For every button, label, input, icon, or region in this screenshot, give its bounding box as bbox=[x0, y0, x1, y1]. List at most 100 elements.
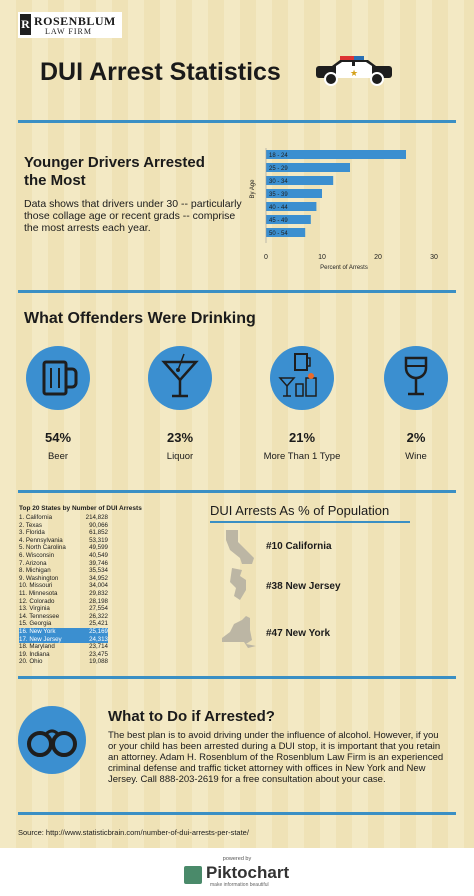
drink-item-wine: 2% Wine bbox=[366, 346, 466, 462]
state-name: 9. Washington bbox=[19, 574, 59, 582]
state-row: 11. Minnesota 29,832 bbox=[19, 590, 191, 598]
drink-pct: 54% bbox=[44, 430, 72, 445]
bar-50-54 bbox=[266, 228, 306, 237]
mixed-drinks-icon bbox=[278, 353, 317, 397]
state-name: 7. Arizona bbox=[19, 559, 47, 567]
state-arrest-count: 34,952 bbox=[89, 574, 108, 582]
population-section-title: DUI Arrests As % of Population bbox=[210, 503, 390, 518]
state-arrest-count: 35,534 bbox=[89, 567, 108, 575]
drink-label: Beer bbox=[47, 451, 69, 462]
bar-45-49 bbox=[266, 215, 311, 224]
divider bbox=[210, 521, 410, 523]
beer-circle bbox=[26, 346, 90, 410]
svg-text:★: ★ bbox=[350, 68, 358, 78]
state-name: 11. Minnesota bbox=[19, 589, 58, 597]
state-row: 1. California 214,828 bbox=[19, 514, 191, 522]
state-arrest-count: 26,322 bbox=[89, 612, 108, 620]
state-arrest-count: 40,549 bbox=[89, 551, 108, 559]
x-tick-label: 30 bbox=[430, 254, 438, 261]
handcuffs-icon bbox=[27, 729, 77, 757]
population-rank-new-jersey: #38 New Jersey bbox=[266, 581, 341, 592]
state-arrest-count: 49,599 bbox=[89, 544, 108, 552]
bar-category-label: 25 - 29 bbox=[269, 166, 288, 172]
states-list: 1. California 214,828 2. Texas 90,066 3. Flo… bbox=[19, 514, 191, 666]
state-arrest-count: 29,832 bbox=[89, 589, 108, 597]
state-arrest-count: 25,169 bbox=[89, 627, 108, 635]
state-row: 3. Florida 61,852 bbox=[19, 529, 191, 537]
state-arrest-count: 25,421 bbox=[89, 620, 108, 628]
state-name: 8. Michigan bbox=[19, 567, 51, 575]
state-row: 4. Pennsylvania 53,319 bbox=[19, 537, 191, 545]
x-tick-label: 0 bbox=[264, 254, 268, 261]
state-name: 15. Georgia bbox=[19, 620, 52, 628]
bar-category-label: 35 - 39 bbox=[269, 192, 288, 198]
cocktail-glass-icon bbox=[161, 353, 199, 398]
x-tick-label: 20 bbox=[374, 254, 382, 261]
footer bbox=[0, 848, 474, 896]
state-arrest-count: 23,475 bbox=[89, 650, 108, 658]
divider bbox=[18, 490, 456, 493]
age-bar-chart: 18 - 24 25 - 29 30 - 34 35 - 39 40 - 44 45 - … bbox=[250, 148, 438, 271]
x-tick-label: 10 bbox=[318, 254, 326, 261]
bar-category-label: 45 - 49 bbox=[269, 218, 288, 224]
piktochart-tagline: make information beautiful bbox=[210, 882, 269, 888]
california-map-icon bbox=[226, 530, 254, 564]
firm-name-line2: LAW FIRM bbox=[45, 27, 92, 36]
state-name: 17. New Jersey bbox=[19, 635, 62, 643]
police-car-icon: ★ bbox=[316, 56, 392, 86]
state-row: 18. Maryland 23,714 bbox=[19, 643, 191, 651]
states-list-title: Top 20 States by Number of DUI Arrests bbox=[19, 505, 142, 512]
state-name: 6. Wisconsin bbox=[19, 551, 55, 559]
bar-25-29 bbox=[266, 163, 350, 172]
state-arrest-count: 214,828 bbox=[85, 514, 108, 521]
firm-name-line1: ROSENBLUM bbox=[34, 14, 116, 28]
state-row: 19. Indiana 23,475 bbox=[19, 651, 191, 659]
drink-label: Liquor bbox=[166, 451, 194, 462]
mixed-circle bbox=[270, 346, 334, 410]
liquor-circle bbox=[148, 346, 212, 410]
age-section-body: Data shows that drivers under 30 -- part… bbox=[24, 198, 242, 234]
state-row: 8. Michigan 35,534 bbox=[19, 567, 191, 575]
state-row: 16. New York 25,169 bbox=[19, 627, 108, 636]
wine-glass-icon bbox=[404, 356, 428, 396]
source-citation: Source: http://www.statisticbrain.com/nu… bbox=[18, 828, 249, 837]
state-name: 12. Colorado bbox=[19, 597, 55, 605]
state-name: 18. Maryland bbox=[19, 643, 55, 651]
piktochart-brand: Piktochart bbox=[206, 863, 290, 882]
bar-category-label: 18 - 24 bbox=[269, 153, 288, 159]
page-title: DUI Arrest Statistics bbox=[40, 58, 281, 86]
state-name: 10. Missouri bbox=[19, 582, 53, 590]
state-name: 20. Ohio bbox=[19, 658, 43, 666]
powered-by-label: powered by bbox=[222, 856, 252, 862]
state-name: 14. Tennessee bbox=[19, 612, 60, 620]
drink-pct: 23% bbox=[166, 430, 194, 445]
divider bbox=[18, 676, 456, 679]
state-name: 1. California bbox=[19, 514, 53, 521]
age-section-title: Younger Drivers Arrested the Most bbox=[24, 154, 205, 189]
drink-pct: 2% bbox=[406, 430, 426, 445]
divider bbox=[18, 812, 456, 815]
new-york-map-icon bbox=[222, 616, 256, 648]
logo-r-mark: R bbox=[20, 14, 31, 35]
population-rank-california: #10 California bbox=[266, 541, 332, 552]
state-name: 13. Virginia bbox=[19, 605, 50, 613]
drink-label: Wine bbox=[405, 451, 427, 462]
state-arrest-count: 28,198 bbox=[89, 597, 108, 605]
state-name: 16. New York bbox=[19, 627, 56, 635]
drinking-section-title: What Offenders Were Drinking bbox=[24, 310, 256, 327]
state-arrest-count: 23,714 bbox=[89, 643, 108, 651]
wine-circle bbox=[384, 346, 448, 410]
state-row: 13. Virginia 27,554 bbox=[19, 605, 191, 613]
state-row: 9. Washington 34,952 bbox=[19, 575, 191, 583]
drink-label: More Than 1 Type bbox=[263, 451, 341, 462]
state-arrest-count: 27,554 bbox=[89, 605, 108, 613]
state-row: 10. Missouri 34,004 bbox=[19, 582, 191, 590]
drink-item-mixed: 21% More Than 1 Type bbox=[252, 346, 352, 462]
state-arrest-count: 19,088 bbox=[89, 658, 108, 666]
state-name: 5. North Carolina bbox=[19, 544, 66, 552]
state-arrest-count: 53,319 bbox=[89, 536, 108, 544]
state-name: 3. Florida bbox=[19, 529, 45, 537]
state-arrest-count: 61,852 bbox=[89, 529, 108, 537]
population-rank-new-york: #47 New York bbox=[266, 628, 331, 639]
new-jersey-map-icon bbox=[230, 568, 246, 600]
